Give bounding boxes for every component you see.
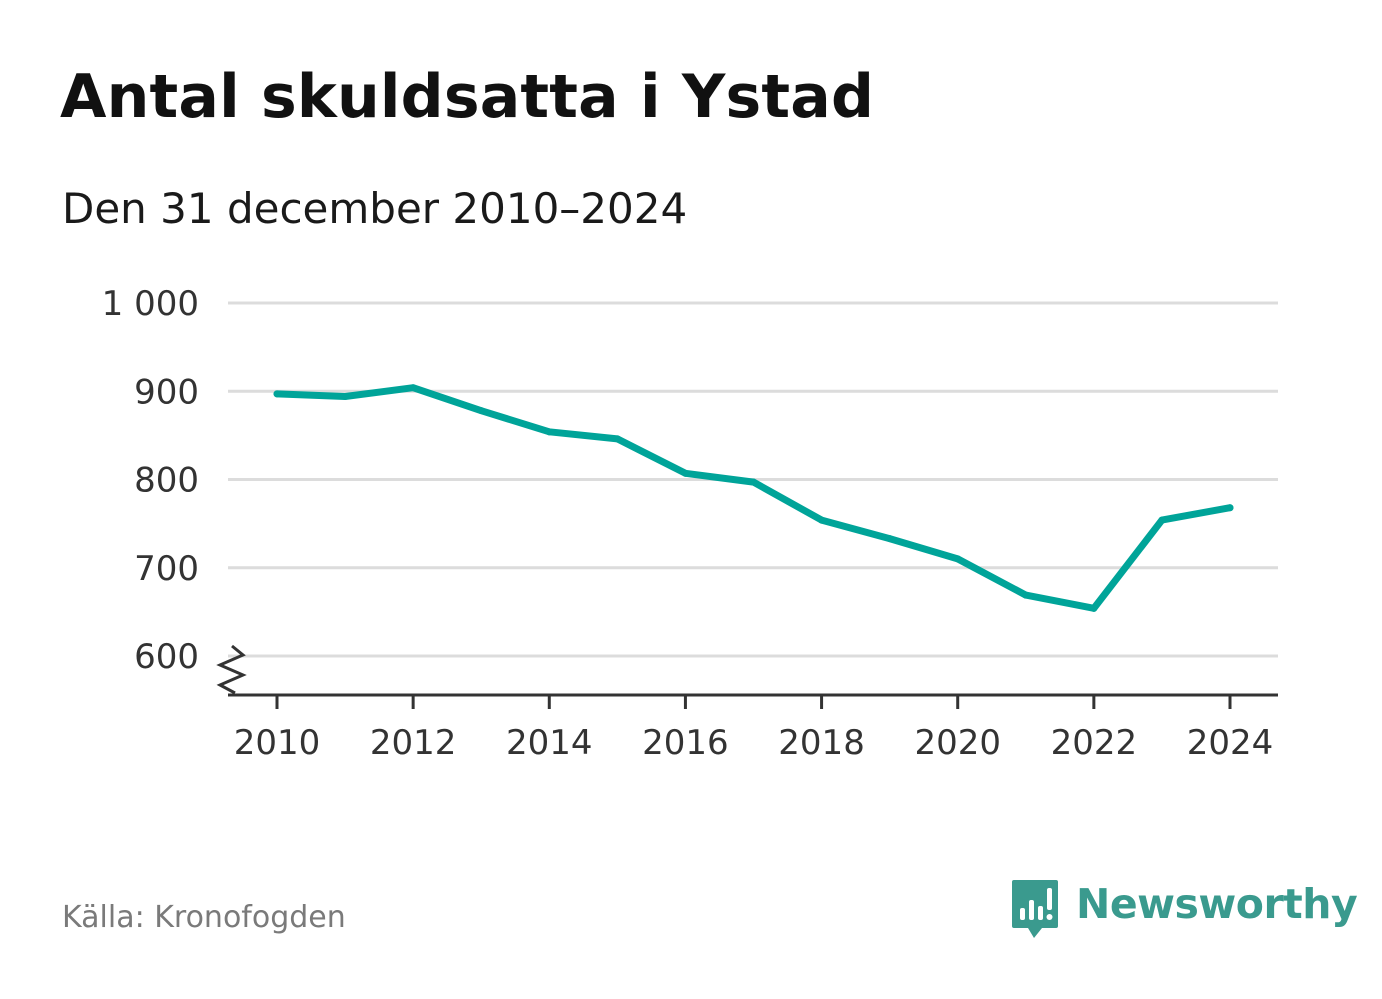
y-tick-label: 900 [134, 372, 199, 412]
x-tick-label: 2010 [234, 723, 321, 763]
data-point [886, 535, 894, 543]
y-tick-label: 600 [134, 637, 199, 677]
data-point [1226, 504, 1234, 512]
data-point [1090, 604, 1098, 612]
data-point [341, 393, 349, 401]
bar-chart-speech-bubble-icon [1012, 880, 1058, 938]
data-point [545, 428, 553, 436]
chart-subtitle: Den 31 december 2010–2024 [62, 184, 688, 233]
data-point [477, 407, 485, 415]
x-tick-label: 2018 [778, 723, 865, 763]
x-tick-label: 2024 [1187, 723, 1274, 763]
data-point [681, 469, 689, 477]
data-point [750, 478, 757, 486]
data-point [818, 516, 826, 524]
x-tick-label: 2016 [642, 723, 729, 763]
brand-logo: Newsworthy [1010, 878, 1358, 942]
y-tick-label: 1 000 [102, 284, 199, 324]
series-line-0 [273, 384, 1234, 612]
x-tick-label: 2012 [370, 723, 457, 763]
source-note: Källa: Kronofogden [62, 900, 346, 935]
axis-break-zigzag [216, 644, 247, 695]
x-tick-label: 2020 [914, 723, 1001, 763]
x-tick-label: 2014 [506, 723, 593, 763]
chart-title: Antal skuldsatta i Ystad [60, 62, 875, 132]
brand-name: Newsworthy [1076, 880, 1358, 928]
data-point [613, 435, 621, 443]
data-point [1158, 516, 1166, 524]
y-tick-label: 700 [134, 549, 199, 589]
data-point [273, 390, 281, 398]
x-tick-label: 2022 [1051, 723, 1138, 763]
data-point [1022, 591, 1030, 599]
x-axis [228, 693, 1278, 709]
y-tick-label: 800 [134, 461, 199, 501]
data-point [409, 384, 417, 392]
data-point [954, 555, 962, 563]
y-axis-labels: 600 700 800 900 1 000 [102, 284, 199, 677]
x-axis-labels: 2010 2012 2014 2016 2018 2020 2022 2024 [234, 723, 1274, 763]
series-layer [273, 384, 1234, 612]
axis-break-marker [216, 644, 247, 695]
